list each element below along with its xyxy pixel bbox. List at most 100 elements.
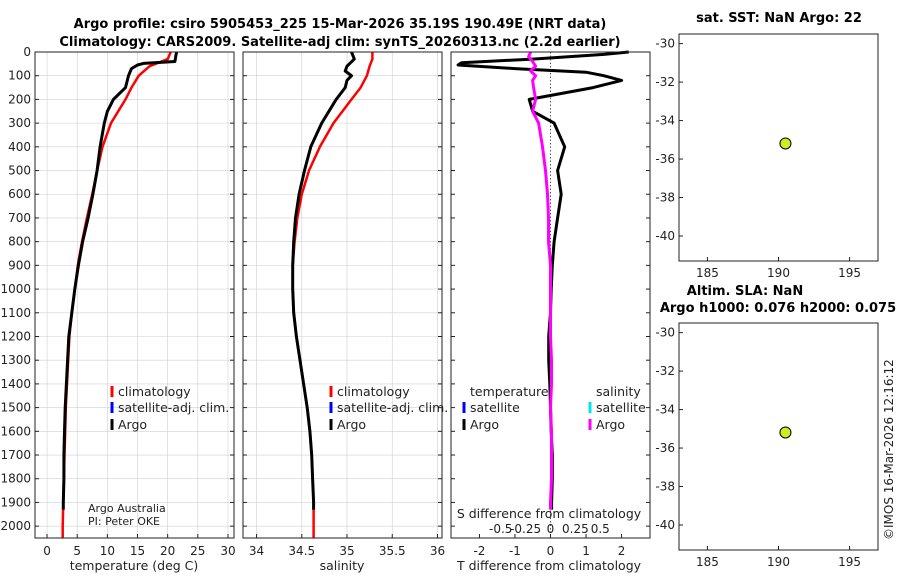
- sst-map-panel: sat. SST: NaN Argo: 22 185 190 195 -30 -32 -3…: [655, 11, 879, 280]
- temperature-axes-frame: [34, 51, 235, 539]
- depth-tick-label: 1600: [0, 424, 31, 438]
- depth-tick-label: 400: [8, 140, 31, 154]
- difference-xlabel: T difference from climatology: [456, 558, 642, 573]
- map-x-tick-label: 195: [838, 555, 861, 569]
- depth-tick-label: 1900: [0, 495, 31, 509]
- map-y-tick-label: -36: [655, 441, 675, 455]
- legend-temperature-header: temperature: [470, 384, 549, 399]
- difference-panel: -2 -1 0 1 2 -0.5-0.25 0 0.25 0.5 T difference fr…: [450, 50, 651, 573]
- x-tick-label: 30: [220, 544, 235, 558]
- sla-map-panel: Altim. SLA: NaN Argo h1000: 0.076 h2000:…: [655, 284, 896, 569]
- depth-tick-label: 1200: [0, 329, 31, 343]
- x-tick-label: 35: [339, 544, 354, 558]
- salinity-panel: 34 34.5 35 35.5 36 salinity climatology sate…: [242, 51, 448, 573]
- series-line-climatology: [61, 51, 172, 538]
- temperature-panel: 0100200300400500600700800900100011001200…: [0, 45, 235, 573]
- map-x-tick-label: 190: [767, 266, 790, 280]
- legend-temp-argo-label: Argo: [470, 417, 499, 432]
- map-x-tick-label: 195: [838, 266, 861, 280]
- legend-salinity-header: salinity: [596, 384, 641, 399]
- depth-tick-label: 600: [8, 187, 31, 201]
- map-y-tick-label: -40: [655, 518, 675, 532]
- salinity-diff-tick-label: 0.25: [562, 522, 589, 536]
- depth-tick-label: 1100: [0, 306, 31, 320]
- legend-argo-label: Argo: [118, 417, 147, 432]
- x-tick-label: -1: [509, 544, 521, 558]
- map-x-tick-label: 190: [767, 555, 790, 569]
- title-line-1: Argo profile: csiro 5905453_225 15-Mar-2…: [74, 17, 607, 32]
- x-tick-label: 25: [190, 544, 205, 558]
- x-tick-label: 0: [547, 544, 555, 558]
- sla-map-subtitle: Argo h1000: 0.076 h2000: 0.075: [660, 301, 896, 316]
- depth-tick-label: 200: [8, 92, 31, 106]
- map-x-tick-label: 185: [696, 555, 719, 569]
- map-y-tick-label: -38: [655, 191, 675, 205]
- series-line-temperature: [456, 50, 629, 510]
- map-y-tick-label: -36: [655, 152, 675, 166]
- salinity-legend: climatology satellite-adj. clim. Argo: [329, 384, 448, 432]
- series-line-Argo: [291, 51, 356, 510]
- depth-tick-label: 1700: [0, 448, 31, 462]
- depth-tick-label: 1000: [0, 282, 31, 296]
- map-y-tick-label: -34: [655, 403, 675, 417]
- depth-tick-label: 100: [8, 69, 31, 83]
- x-tick-label: 5: [73, 544, 81, 558]
- map-y-tick-label: -32: [655, 75, 675, 89]
- legend-sal-satellite-label: satellite: [596, 400, 646, 415]
- depth-tick-label: 800: [8, 235, 31, 249]
- x-tick-label: 36: [430, 544, 445, 558]
- x-tick-label: 0: [43, 544, 51, 558]
- salinity-xlabel: salinity: [320, 558, 365, 573]
- depth-tick-label: 700: [8, 211, 31, 225]
- depth-tick-label: 1400: [0, 377, 31, 391]
- legend-satellite-label: satellite-adj. clim.: [118, 400, 229, 415]
- temperature-legend: climatology satellite-adj. clim. Argo: [110, 384, 229, 432]
- title-line-2: Climatology: CARS2009. Satellite-adj cli…: [59, 35, 620, 50]
- credit-line-1: Argo Australia: [88, 502, 166, 515]
- legend-temp-satellite-label: satellite: [470, 400, 520, 415]
- x-tick-label: 2: [618, 544, 626, 558]
- depth-tick-label: 0: [23, 45, 31, 59]
- salinity-diff-tick-label: -0.5: [489, 522, 512, 536]
- x-tick-label: 34: [249, 544, 264, 558]
- map-y-tick-label: -34: [655, 114, 675, 128]
- salinity-diff-tick-label: 0: [547, 522, 555, 536]
- sla-map-title: Altim. SLA: NaN: [687, 284, 803, 299]
- depth-tick-label: 500: [8, 164, 31, 178]
- x-tick-label: 15: [130, 544, 145, 558]
- map-x-tick-label: 185: [696, 266, 719, 280]
- x-tick-label: 34.5: [288, 544, 315, 558]
- series-line-climatology: [291, 52, 374, 538]
- map-y-tick-label: -30: [655, 326, 675, 340]
- depth-tick-label: 900: [8, 258, 31, 272]
- series-line-Argo: [61, 51, 179, 510]
- salinity-diff-tick-label: 0.5: [591, 522, 610, 536]
- map-y-tick-label: -40: [655, 229, 675, 243]
- timestamp: ©IMOS 16-Mar-2026 12:16:12: [882, 359, 896, 540]
- series-line-salinity: [527, 51, 553, 510]
- map-y-tick-label: -32: [655, 364, 675, 378]
- argo-float-position-marker: [779, 426, 792, 439]
- legend-sal-argo-label: Argo: [596, 417, 625, 432]
- x-tick-label: 35.5: [379, 544, 406, 558]
- difference-legend: temperature salinity satellite Argo sate…: [462, 384, 646, 432]
- depth-tick-label: 1800: [0, 472, 31, 486]
- x-tick-label: -2: [473, 544, 485, 558]
- depth-tick-label: 1500: [0, 401, 31, 415]
- sla-map-frame: [678, 322, 879, 551]
- salinity-diff-tick-label: -0.25: [510, 522, 541, 536]
- x-tick-label: 1: [582, 544, 590, 558]
- argo-float-position-marker: [779, 137, 792, 150]
- legend-satellite-label-2: satellite-adj. clim.: [337, 400, 448, 415]
- legend-argo-label-2: Argo: [337, 417, 366, 432]
- sst-map-frame: [678, 33, 879, 262]
- sst-map-title: sat. SST: NaN Argo: 22: [696, 11, 862, 26]
- legend-climatology-label: climatology: [118, 384, 191, 399]
- x-tick-label: 20: [160, 544, 175, 558]
- x-tick-label: 10: [100, 544, 115, 558]
- legend-climatology-label-2: climatology: [337, 384, 410, 399]
- map-y-tick-label: -30: [655, 37, 675, 51]
- depth-tick-label: 2000: [0, 519, 31, 533]
- map-y-tick-label: -38: [655, 480, 675, 494]
- salinity-axes-frame: [242, 51, 443, 539]
